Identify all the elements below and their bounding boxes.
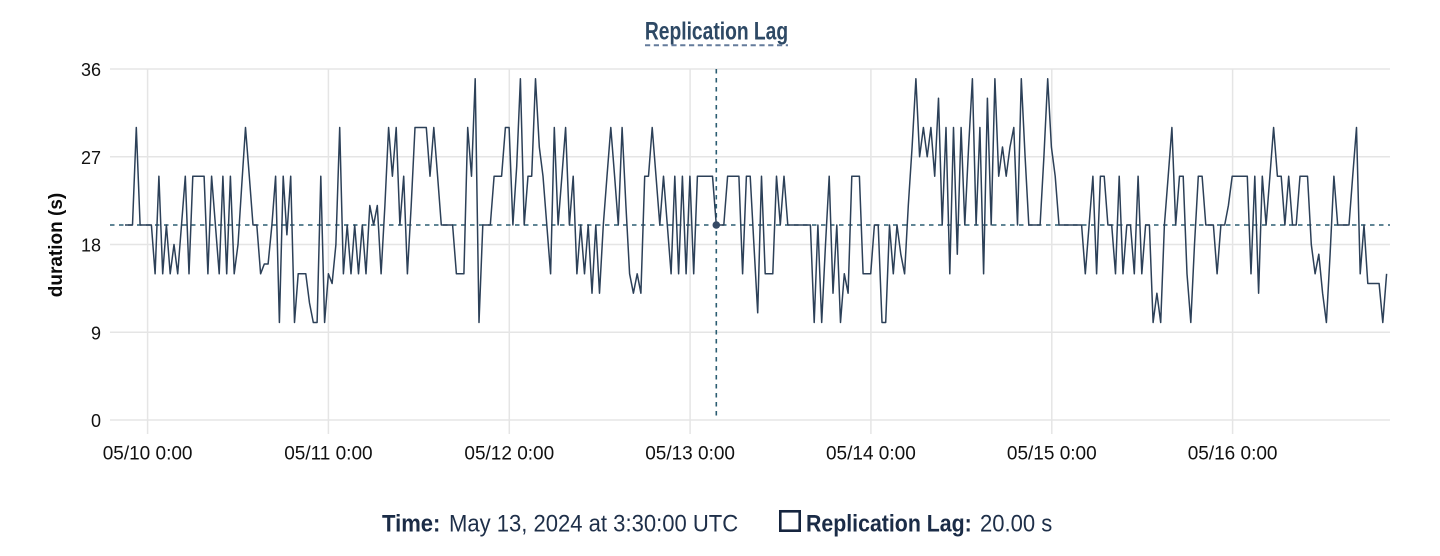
svg-text:Time:: Time: (382, 509, 440, 536)
svg-text:05/15 0:00: 05/15 0:00 (1007, 444, 1097, 465)
svg-text:27: 27 (81, 148, 101, 168)
svg-text:Replication Lag: Replication Lag (645, 17, 788, 45)
svg-text:0: 0 (91, 411, 101, 431)
svg-text:9: 9 (91, 323, 101, 343)
svg-text:36: 36 (81, 60, 101, 80)
svg-text:duration (s): duration (s) (46, 193, 67, 298)
svg-text:05/13 0:00: 05/13 0:00 (645, 444, 735, 465)
svg-text:05/16 0:00: 05/16 0:00 (1188, 444, 1278, 465)
svg-text:Replication Lag:: Replication Lag: (806, 509, 972, 537)
svg-text:05/14 0:00: 05/14 0:00 (826, 444, 916, 465)
svg-text:20.00 s: 20.00 s (980, 509, 1052, 536)
svg-text:18: 18 (81, 236, 101, 256)
svg-text:May 13, 2024 at 3:30:00 UTC: May 13, 2024 at 3:30:00 UTC (449, 509, 738, 536)
svg-text:05/12 0:00: 05/12 0:00 (464, 444, 554, 465)
svg-text:05/10 0:00: 05/10 0:00 (103, 444, 193, 465)
svg-text:05/11 0:00: 05/11 0:00 (284, 444, 372, 465)
